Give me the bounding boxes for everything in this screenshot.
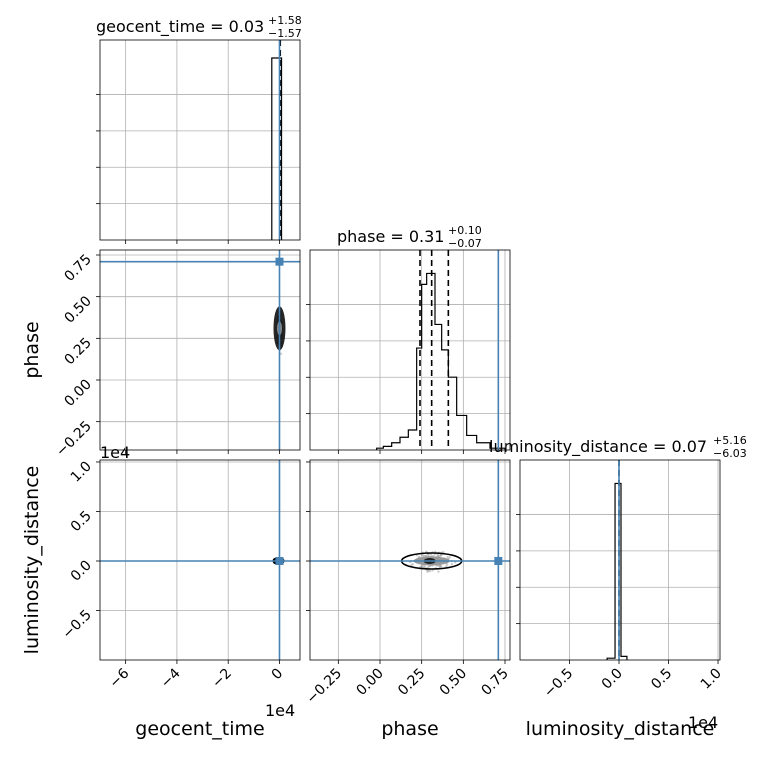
title-phase: phase = 0.31 xyxy=(337,227,444,246)
truth-marker xyxy=(494,556,503,565)
title-phase-lower: −0.07 xyxy=(448,237,482,250)
sample-point xyxy=(437,570,440,573)
title-geocent-time-upper: +1.58 xyxy=(268,14,302,27)
histogram-geocent_time xyxy=(271,57,283,240)
x-tick-label-geocent_time: 0 xyxy=(269,666,287,684)
sample-point xyxy=(279,352,283,355)
y-tick-label-luminosity_distance: 1.0 xyxy=(68,458,95,485)
panel-frame xyxy=(519,459,721,661)
panel-frame xyxy=(99,249,301,451)
x-tick-label-geocent_time: −2 xyxy=(209,666,235,692)
sample-point xyxy=(440,553,443,557)
y-tick-label-phase: 0.50 xyxy=(61,293,94,326)
x-tick-label-geocent_time: −6 xyxy=(107,665,133,691)
x-tick-label-geocent_time: −4 xyxy=(158,665,184,691)
y-tick-label-luminosity_distance: 0.0 xyxy=(68,558,95,585)
histogram-phase xyxy=(376,272,506,450)
truth-marker xyxy=(275,556,284,565)
x-tick-label-phase: 0.25 xyxy=(395,666,428,699)
sample-point xyxy=(410,564,413,567)
x-tick-label-phase: −0.25 xyxy=(304,666,346,708)
sample-point xyxy=(427,565,430,569)
sample-point xyxy=(446,555,449,559)
x-tick-label-luminosity_distance: 0.0 xyxy=(599,666,626,693)
title-geocent-time: geocent_time = 0.03 xyxy=(96,17,264,37)
xlabel-luminosity-distance: luminosity_distance xyxy=(526,718,715,740)
x-tick-label-phase: 0.50 xyxy=(437,666,470,699)
offset-ld-y: 1e4 xyxy=(100,443,130,462)
sample-point xyxy=(450,563,454,566)
y-tick-label-phase: 0.75 xyxy=(61,252,94,285)
sample-point xyxy=(445,565,448,568)
title-luminosity-distance-lower: −6.03 xyxy=(713,447,747,460)
truth-marker xyxy=(275,257,284,266)
x-tick-label-luminosity_distance: −0.5 xyxy=(541,666,576,701)
sample-point xyxy=(437,554,440,557)
ylabel-phase: phase xyxy=(21,321,43,378)
title-phase-upper: +0.10 xyxy=(448,224,482,237)
title-geocent-time-lower: −1.57 xyxy=(268,27,302,40)
title-luminosity-distance-upper: +5.16 xyxy=(713,434,747,447)
y-tick-label-luminosity_distance: 0.5 xyxy=(68,508,95,535)
x-tick-label-luminosity_distance: 0.5 xyxy=(648,666,675,693)
panel-frame xyxy=(99,459,301,661)
x-tick-label-luminosity_distance: 1.0 xyxy=(698,666,725,693)
offset-ld-x: 1e4 xyxy=(688,713,718,732)
ylabel-luminosity-distance: luminosity_distance xyxy=(21,466,43,655)
sample-point xyxy=(423,565,426,568)
sample-point xyxy=(448,556,452,559)
panels: −6 −4 −2 0 −0.25 0.00 0.25 0.50 0.75 −0.5 0.0 0.5 1.… xyxy=(53,39,725,708)
y-tick-label-luminosity_distance: −0.5 xyxy=(59,607,94,642)
xlabel-phase: phase xyxy=(381,718,438,740)
y-tick-label-phase: 0.25 xyxy=(61,335,94,368)
offset-gt-x: 1e4 xyxy=(265,701,295,720)
x-tick-label-phase: 0.00 xyxy=(353,666,386,699)
histogram-luminosity_distance xyxy=(606,482,628,660)
x-tick-label-phase: 0.75 xyxy=(478,666,511,699)
title-luminosity-distance: luminosity_distance = 0.07 xyxy=(489,437,707,457)
panel-frame xyxy=(99,39,301,241)
xlabel-geocent-time: geocent_time xyxy=(135,718,264,740)
y-tick-label-phase: −0.25 xyxy=(53,418,95,460)
panel-frame xyxy=(309,249,511,451)
sample-point xyxy=(425,550,428,553)
y-tick-label-phase: 0.00 xyxy=(61,377,94,410)
panel-frame xyxy=(309,459,511,661)
